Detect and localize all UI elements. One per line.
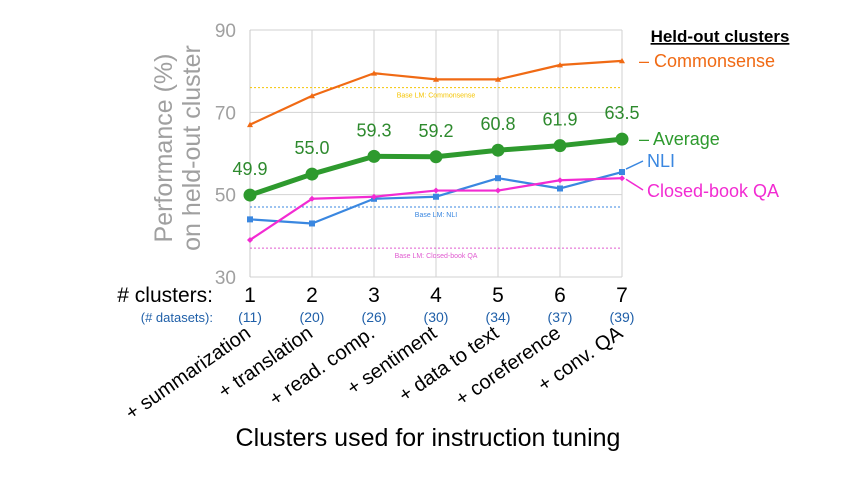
cluster-name-label: + read. comp. (266, 322, 379, 410)
series-end-label: – Average (639, 129, 720, 149)
data-point (367, 149, 381, 163)
data-point (247, 216, 253, 223)
baseline-label: Base LM: Commonsense (397, 93, 476, 100)
data-point (309, 92, 315, 99)
cluster-number-label: 2 (306, 284, 318, 307)
data-point (495, 76, 501, 82)
y-axis-title-line2: on held-out cluster (178, 45, 206, 251)
data-point (557, 185, 563, 192)
data-label: 49.9 (232, 159, 267, 179)
legend-title: Held-out clusters (651, 27, 790, 46)
data-label: 60.8 (480, 114, 515, 134)
data-label: 63.5 (604, 103, 639, 123)
data-point (495, 187, 501, 194)
dataset-count-label: (11) (238, 309, 262, 325)
data-point (309, 220, 315, 227)
baselines-layer: Base LM: Commonsense Base LM: NLI Base LM:… (250, 87, 622, 260)
data-point (247, 236, 253, 243)
data-point (243, 188, 257, 202)
data-point (305, 167, 319, 181)
dataset-count-label: (39) (610, 309, 635, 325)
x-axis-title: Clusters used for instruction tuning (236, 424, 621, 452)
y-tick-label: 70 (215, 103, 236, 124)
data-point (495, 175, 501, 182)
series-end-label: – Commonsense (639, 51, 775, 71)
series-layer: 49.9 55.0 59.3 59.2 60.8 61.9 63.5 – Commonsens… (232, 51, 779, 243)
data-point (433, 193, 439, 200)
data-label: 55.0 (294, 138, 329, 158)
cluster-number-label: 7 (616, 284, 628, 307)
y-tick-label: 30 (215, 268, 236, 289)
nli-connector (625, 160, 644, 170)
data-label: 61.9 (542, 110, 577, 130)
data-point (557, 61, 563, 68)
baseline-label: Base LM: Closed-book QA (395, 253, 478, 260)
dataset-count-label: (30) (424, 309, 449, 325)
data-label: 59.2 (418, 121, 453, 141)
datasets-row-label: (# datasets): (141, 310, 213, 325)
cluster-number-label: 6 (554, 284, 566, 307)
data-point (433, 76, 439, 82)
dataset-count-label: (26) (362, 309, 387, 325)
dataset-count-label: (20) (300, 309, 325, 325)
data-point (619, 175, 625, 182)
data-point (491, 143, 505, 157)
clusters-row-label: # clusters: (117, 284, 213, 307)
data-point (615, 132, 629, 146)
cluster-number-label: 4 (430, 284, 442, 307)
dataset-count-label: (34) (486, 309, 511, 325)
data-point (371, 70, 377, 76)
cluster-number-label: 3 (368, 284, 380, 307)
data-point (553, 139, 567, 153)
cluster-number-label: 1 (244, 284, 256, 307)
data-point (309, 195, 315, 202)
data-label: 59.3 (356, 120, 391, 140)
series-end-label: Closed-book QA (647, 181, 779, 201)
series-end-label: NLI (647, 151, 675, 171)
data-point (433, 187, 439, 194)
cluster-number-label: 5 (492, 284, 504, 307)
y-tick-label: 90 (215, 21, 236, 42)
dataset-count-label: (37) (548, 309, 573, 325)
data-point (429, 150, 443, 164)
data-point (371, 193, 377, 200)
baseline-label: Base LM: NLI (415, 212, 457, 219)
y-axis-title-line1: Performance (%) (150, 54, 178, 243)
data-point (247, 121, 253, 128)
data-point (557, 177, 563, 184)
cluster-name-label: + coreference (452, 322, 565, 410)
closed-book-qa-connector (625, 178, 644, 191)
data-point (619, 57, 625, 64)
y-tick-label: 50 (215, 186, 236, 207)
data-point (619, 169, 625, 176)
